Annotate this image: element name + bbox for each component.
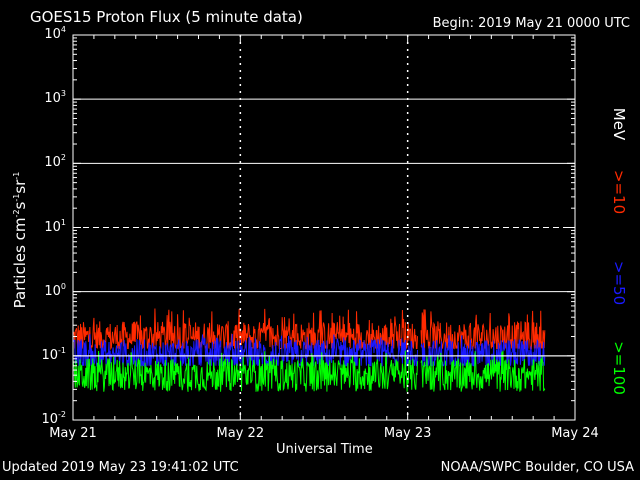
x-tick-label: May 22 <box>216 426 265 441</box>
y-axis-label: Particles cm-2s-1sr-1 <box>11 171 29 309</box>
legend-ge10: >=10 <box>610 169 628 215</box>
legend-ge50: >=50 <box>610 260 628 306</box>
grid-layer <box>73 35 575 420</box>
series-line-ge50-seg0 <box>72 334 419 368</box>
x-tick-label: May 23 <box>383 426 432 441</box>
y-tick-label: 102 <box>44 153 66 171</box>
chart-title: GOES15 Proton Flux (5 minute data) <box>30 8 303 26</box>
series-layer <box>72 308 546 392</box>
series-line-ge100-seg1 <box>420 350 546 392</box>
legend-mev: MeV <box>610 107 628 141</box>
legend-ge100: >=100 <box>610 341 628 395</box>
y-tick-label: 10-2 <box>41 410 66 427</box>
updated-time: Updated 2019 May 23 19:41:02 UTC <box>2 460 239 475</box>
y-tick-label: 100 <box>44 281 66 299</box>
series-line-ge10-seg1 <box>420 309 546 350</box>
data-source: NOAA/SWPC Boulder, CO USA <box>440 460 634 475</box>
y-tick-label: 101 <box>44 217 66 235</box>
x-axis-label: Universal Time <box>276 442 373 457</box>
x-tick-label: May 24 <box>551 426 599 441</box>
y-tick-label: 10-1 <box>41 345 66 363</box>
x-tick-label: May 21 <box>49 426 97 441</box>
series-line-ge100-seg0 <box>72 350 419 392</box>
tick-layer <box>72 34 576 421</box>
y-tick-label: 103 <box>44 89 66 107</box>
y-tick-label: 104 <box>44 25 66 42</box>
series-line-ge10-seg0 <box>72 308 419 351</box>
begin-time: Begin: 2019 May 21 0000 UTC <box>432 16 630 31</box>
